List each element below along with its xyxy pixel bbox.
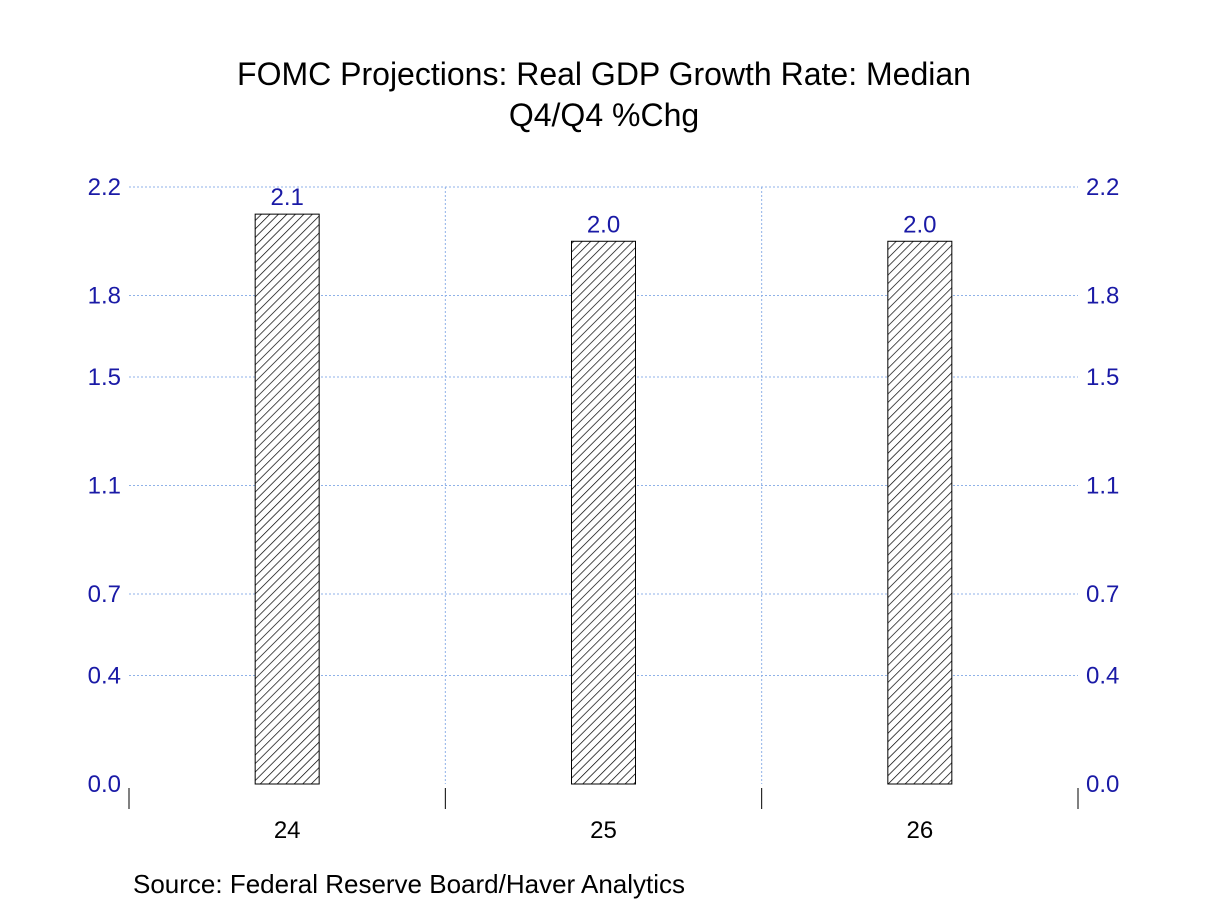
- y-tick-label-left: 0.7: [88, 581, 121, 608]
- y-tick-label-right: 0.4: [1086, 662, 1119, 689]
- labels: 0.0 0.0 0.4 0.4 0.7 0.7 1.1 1.1 1.5 1.5 1.8 1.8 2.2 2…: [88, 174, 1120, 844]
- chart-title: FOMC Projections: Real GDP Growth Rate: …: [237, 56, 971, 92]
- grid: [129, 186, 1078, 784]
- x-category-label-26: 26: [906, 817, 933, 844]
- data-label-24: 2.1: [270, 184, 303, 211]
- y-tick-label-left: 1.5: [88, 364, 121, 391]
- bars: [254, 213, 953, 785]
- y-tick-label-right: 0.7: [1086, 581, 1119, 608]
- y-tick-label-right: 1.1: [1086, 473, 1119, 500]
- chart-subtitle: Q4/Q4 %Chg: [509, 97, 699, 133]
- y-tick-label-right: 2.2: [1086, 174, 1119, 201]
- data-label-26: 2.0: [903, 211, 936, 238]
- source-note: Source: Federal Reserve Board/Haver Anal…: [133, 869, 685, 899]
- y-tick-label-left: 0.4: [88, 662, 121, 689]
- data-label-25: 2.0: [587, 211, 620, 238]
- axes: [128, 788, 1079, 809]
- bar-26: [887, 240, 953, 785]
- y-tick-label-left: 0.0: [88, 771, 121, 798]
- y-tick-label-left: 1.1: [88, 473, 121, 500]
- y-tick-label-right: 1.5: [1086, 364, 1119, 391]
- x-category-label-25: 25: [590, 817, 617, 844]
- x-category-label-24: 24: [274, 817, 301, 844]
- y-tick-label-left: 2.2: [88, 174, 121, 201]
- y-tick-label-left: 1.8: [88, 283, 121, 310]
- y-tick-label-right: 0.0: [1086, 771, 1119, 798]
- y-tick-label-right: 1.8: [1086, 283, 1119, 310]
- bar-25: [571, 240, 636, 785]
- bar-24: [254, 213, 320, 785]
